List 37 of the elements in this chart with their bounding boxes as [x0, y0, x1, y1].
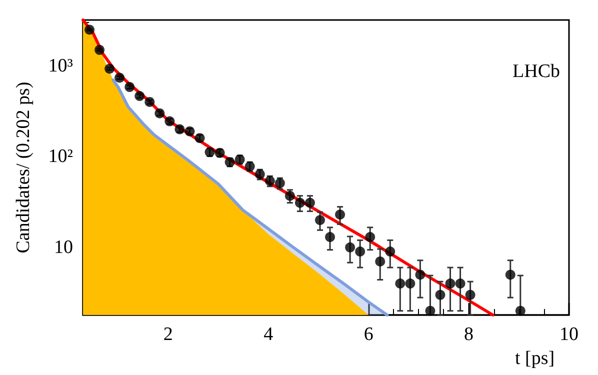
point: [134, 91, 145, 102]
point: [505, 270, 516, 280]
x-tick-label: 6: [364, 324, 374, 345]
point: [84, 24, 95, 35]
y-axis-title: Candidates/ (0.202 ps): [13, 82, 34, 254]
point: [335, 210, 346, 220]
x-tick-label: 10: [560, 324, 578, 345]
annotation: LHCb: [512, 61, 560, 82]
point: [445, 278, 456, 289]
x-tick-label: 8: [464, 324, 474, 345]
x-tick-label: 4: [264, 324, 274, 345]
point: [405, 278, 416, 289]
point: [124, 82, 135, 92]
point: [94, 44, 105, 55]
point: [435, 290, 446, 300]
point: [284, 190, 295, 201]
point: [114, 72, 125, 83]
point: [375, 256, 386, 266]
point: [415, 270, 426, 280]
y-tick-label: 10: [54, 236, 73, 258]
y-tick-label: 10²: [48, 146, 74, 168]
point: [385, 246, 396, 257]
point: [325, 232, 336, 242]
point: [144, 96, 155, 107]
point: [465, 290, 476, 300]
point: [355, 246, 366, 257]
point: [455, 278, 466, 289]
y-tick-label: 10³: [48, 55, 74, 76]
x-tick-label: 2: [163, 324, 173, 345]
point: [294, 198, 305, 208]
x-axis-title: t [ps]: [515, 348, 555, 369]
point: [345, 242, 356, 252]
point: [104, 64, 115, 74]
point: [315, 215, 325, 226]
point: [365, 232, 376, 242]
point: [304, 198, 315, 208]
point: [395, 278, 406, 289]
